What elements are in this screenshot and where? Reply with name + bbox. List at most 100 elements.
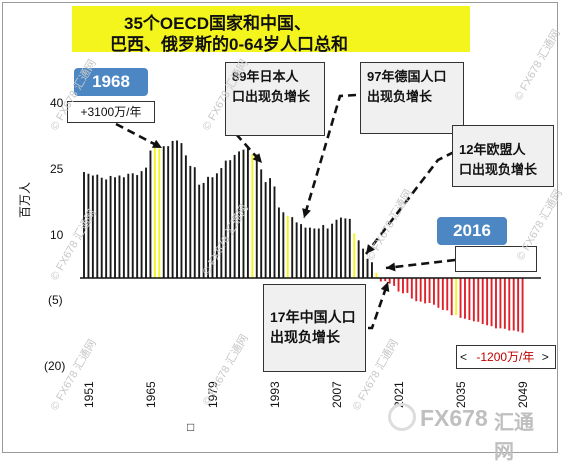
rate-value: -1200万/年	[476, 350, 535, 364]
bar-2049	[517, 278, 520, 332]
bar-2044	[495, 278, 497, 329]
bar-1975	[189, 165, 192, 278]
bar-1993	[269, 178, 272, 278]
bar-2045	[499, 278, 502, 329]
bar-2001	[304, 227, 307, 278]
bar-1958	[114, 177, 116, 278]
arrow-eu	[364, 150, 455, 255]
bar-2027	[419, 278, 422, 302]
arrow-germany	[302, 93, 357, 219]
bar-1990	[255, 154, 258, 278]
callout-eu: 12年欧盟人 口出现负增长	[452, 125, 554, 187]
arrow-eu-head	[366, 244, 375, 254]
arrow-china-head	[380, 282, 390, 292]
arrow-japan-head	[252, 153, 262, 163]
bar-1968	[158, 148, 161, 278]
y-tick-label: (20)	[44, 359, 66, 373]
bar-1969	[162, 146, 165, 278]
rate-box-2016-top	[455, 246, 537, 272]
bar-1982	[220, 168, 223, 278]
bar-2032	[441, 278, 444, 310]
bar-1983	[224, 160, 227, 278]
bar-2014	[362, 248, 365, 278]
bar-2005	[322, 225, 325, 278]
bar-2009	[339, 217, 342, 278]
callout-japan-line1: 89年日本人	[232, 69, 299, 84]
bar-1998	[291, 217, 294, 278]
bar-2011	[348, 218, 351, 278]
bar-1959	[118, 175, 121, 278]
bar-1967	[153, 142, 156, 278]
bar-1985	[233, 154, 236, 278]
bar-2015	[366, 258, 369, 278]
bar-1977	[198, 184, 201, 278]
bar-2021	[393, 278, 396, 286]
title-line-1: 35个OECD国家和中国、	[124, 14, 312, 33]
bar-2017	[375, 272, 378, 278]
y-tick-label: (5)	[48, 293, 63, 307]
x-tick-label: 1965	[144, 381, 158, 408]
bar-1992	[264, 182, 267, 278]
bar-2028	[424, 278, 427, 304]
arrow-2016	[385, 258, 456, 270]
bar-2022	[397, 278, 400, 292]
callout-china-line2: 出现负增长	[270, 329, 340, 345]
bar-1995	[277, 207, 280, 278]
callout-japan: 89年日本人 口出现负增长	[225, 62, 325, 136]
bar-1951	[83, 172, 85, 278]
arrow-germany-head	[302, 208, 311, 218]
arrow-china	[368, 281, 390, 330]
bar-1962	[131, 173, 134, 278]
bar-2030	[433, 278, 435, 305]
arrow-2016-head	[386, 262, 396, 272]
bar-2048	[512, 278, 515, 331]
bar-1966	[149, 150, 152, 278]
bar-2013	[357, 240, 360, 278]
small-square-marker: □	[187, 420, 195, 434]
bar-2012	[353, 233, 356, 278]
bar-2010	[344, 218, 347, 278]
bar-1952	[87, 173, 90, 278]
bar-2000	[300, 224, 303, 278]
bar-1979	[207, 176, 209, 278]
bar-2037	[464, 278, 466, 319]
bar-1960	[122, 177, 125, 278]
bar-1980	[211, 177, 214, 278]
logo-circle-icon	[388, 403, 416, 431]
bar-1970	[167, 146, 170, 278]
bar-2040	[477, 278, 480, 322]
bar-2034	[450, 278, 453, 316]
logo-fx678: FX678	[420, 405, 488, 431]
bar-2039	[472, 278, 475, 322]
badge-2016: 2016	[437, 217, 507, 245]
bar-2050	[521, 278, 524, 333]
bar-1972	[176, 140, 178, 278]
bar-1989	[251, 154, 254, 278]
bar-1988	[246, 147, 249, 278]
callout-china-line1: 17年中国人口	[270, 309, 356, 325]
bar-2019	[384, 278, 387, 282]
bar-1956	[105, 179, 108, 278]
bar-2036	[459, 278, 462, 318]
bar-2033	[446, 278, 449, 311]
x-tick-label: 2007	[330, 381, 344, 408]
x-tick-label: 1993	[268, 381, 282, 408]
bar-1974	[184, 155, 187, 278]
bar-1976	[193, 167, 196, 278]
bar-1954	[96, 174, 99, 278]
bar-1961	[127, 173, 130, 278]
bar-1981	[215, 173, 218, 278]
bar-2046	[503, 278, 506, 329]
bar-2004	[317, 228, 320, 278]
bar-1991	[260, 169, 263, 278]
bar-1994	[273, 186, 276, 278]
bar-2008	[335, 219, 338, 278]
callout-eu-line2: 口出现负增长	[459, 162, 538, 177]
logo-name: 汇通网	[494, 412, 534, 463]
bar-2031	[437, 278, 440, 308]
bar-1978	[202, 182, 205, 278]
arrow-1968-head	[151, 139, 162, 148]
bar-2018	[379, 278, 382, 282]
rate-left-bracket: <	[460, 350, 468, 364]
